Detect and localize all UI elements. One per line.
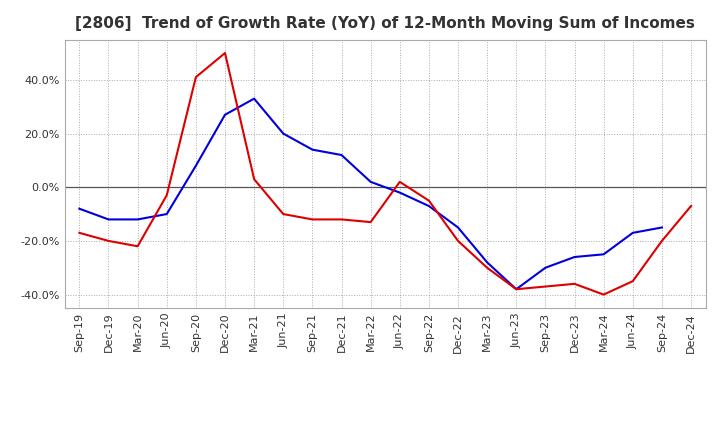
Net Income Growth Rate	[75, 230, 84, 235]
Net Income Growth Rate	[308, 217, 317, 222]
Ordinary Income Growth Rate	[395, 190, 404, 195]
Ordinary Income Growth Rate	[454, 225, 462, 230]
Ordinary Income Growth Rate	[366, 179, 375, 184]
Net Income Growth Rate	[687, 203, 696, 209]
Ordinary Income Growth Rate	[599, 252, 608, 257]
Line: Ordinary Income Growth Rate: Ordinary Income Growth Rate	[79, 99, 662, 289]
Net Income Growth Rate	[279, 211, 287, 216]
Ordinary Income Growth Rate	[629, 230, 637, 235]
Net Income Growth Rate	[657, 238, 666, 244]
Ordinary Income Growth Rate	[250, 96, 258, 101]
Net Income Growth Rate	[599, 292, 608, 297]
Ordinary Income Growth Rate	[75, 206, 84, 211]
Ordinary Income Growth Rate	[133, 217, 142, 222]
Title: [2806]  Trend of Growth Rate (YoY) of 12-Month Moving Sum of Incomes: [2806] Trend of Growth Rate (YoY) of 12-…	[76, 16, 695, 32]
Ordinary Income Growth Rate	[163, 211, 171, 216]
Net Income Growth Rate	[220, 50, 229, 55]
Net Income Growth Rate	[104, 238, 113, 244]
Ordinary Income Growth Rate	[192, 163, 200, 169]
Ordinary Income Growth Rate	[337, 152, 346, 158]
Net Income Growth Rate	[570, 281, 579, 286]
Ordinary Income Growth Rate	[425, 203, 433, 209]
Net Income Growth Rate	[192, 74, 200, 80]
Ordinary Income Growth Rate	[512, 286, 521, 292]
Net Income Growth Rate	[163, 193, 171, 198]
Ordinary Income Growth Rate	[308, 147, 317, 152]
Net Income Growth Rate	[483, 265, 492, 270]
Ordinary Income Growth Rate	[483, 260, 492, 265]
Net Income Growth Rate	[541, 284, 550, 289]
Net Income Growth Rate	[366, 220, 375, 225]
Ordinary Income Growth Rate	[541, 265, 550, 270]
Line: Net Income Growth Rate: Net Income Growth Rate	[79, 53, 691, 295]
Net Income Growth Rate	[395, 179, 404, 184]
Net Income Growth Rate	[425, 198, 433, 203]
Ordinary Income Growth Rate	[570, 254, 579, 260]
Net Income Growth Rate	[250, 176, 258, 182]
Ordinary Income Growth Rate	[279, 131, 287, 136]
Net Income Growth Rate	[133, 244, 142, 249]
Ordinary Income Growth Rate	[104, 217, 113, 222]
Net Income Growth Rate	[337, 217, 346, 222]
Net Income Growth Rate	[454, 238, 462, 244]
Ordinary Income Growth Rate	[657, 225, 666, 230]
Net Income Growth Rate	[512, 286, 521, 292]
Ordinary Income Growth Rate	[220, 112, 229, 117]
Net Income Growth Rate	[629, 279, 637, 284]
